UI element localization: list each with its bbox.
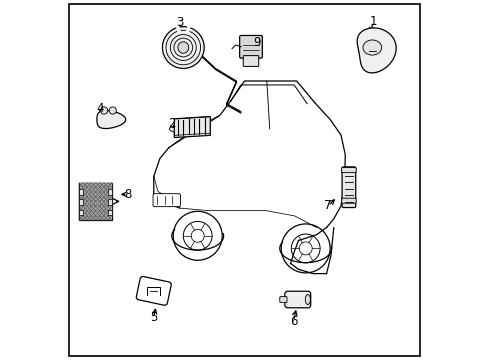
Bar xyxy=(79,183,112,220)
Ellipse shape xyxy=(169,127,177,132)
Polygon shape xyxy=(357,28,395,73)
Bar xyxy=(108,210,112,215)
Polygon shape xyxy=(97,111,125,129)
Text: 6: 6 xyxy=(289,315,297,328)
Ellipse shape xyxy=(305,294,310,305)
Text: 1: 1 xyxy=(369,15,376,28)
FancyBboxPatch shape xyxy=(341,198,355,203)
FancyBboxPatch shape xyxy=(243,55,258,66)
Text: 4: 4 xyxy=(97,102,104,114)
Polygon shape xyxy=(174,117,210,138)
Text: 7: 7 xyxy=(324,199,331,212)
Circle shape xyxy=(109,107,116,114)
Text: 5: 5 xyxy=(150,311,157,324)
FancyBboxPatch shape xyxy=(341,168,355,173)
Circle shape xyxy=(101,107,107,114)
Ellipse shape xyxy=(362,40,381,55)
Circle shape xyxy=(162,27,204,68)
Bar xyxy=(80,183,111,220)
Text: 2: 2 xyxy=(168,117,175,130)
Text: 9: 9 xyxy=(253,36,260,49)
FancyBboxPatch shape xyxy=(239,36,262,58)
Bar xyxy=(108,199,112,205)
FancyBboxPatch shape xyxy=(153,194,180,207)
FancyBboxPatch shape xyxy=(279,297,286,302)
FancyBboxPatch shape xyxy=(284,291,310,308)
Ellipse shape xyxy=(178,42,188,53)
Bar xyxy=(79,210,82,215)
Text: 3: 3 xyxy=(176,16,183,29)
FancyBboxPatch shape xyxy=(136,276,171,305)
Bar xyxy=(79,199,82,205)
Text: 8: 8 xyxy=(123,188,131,201)
Bar xyxy=(108,189,112,195)
FancyBboxPatch shape xyxy=(342,167,355,207)
Bar xyxy=(79,189,82,195)
